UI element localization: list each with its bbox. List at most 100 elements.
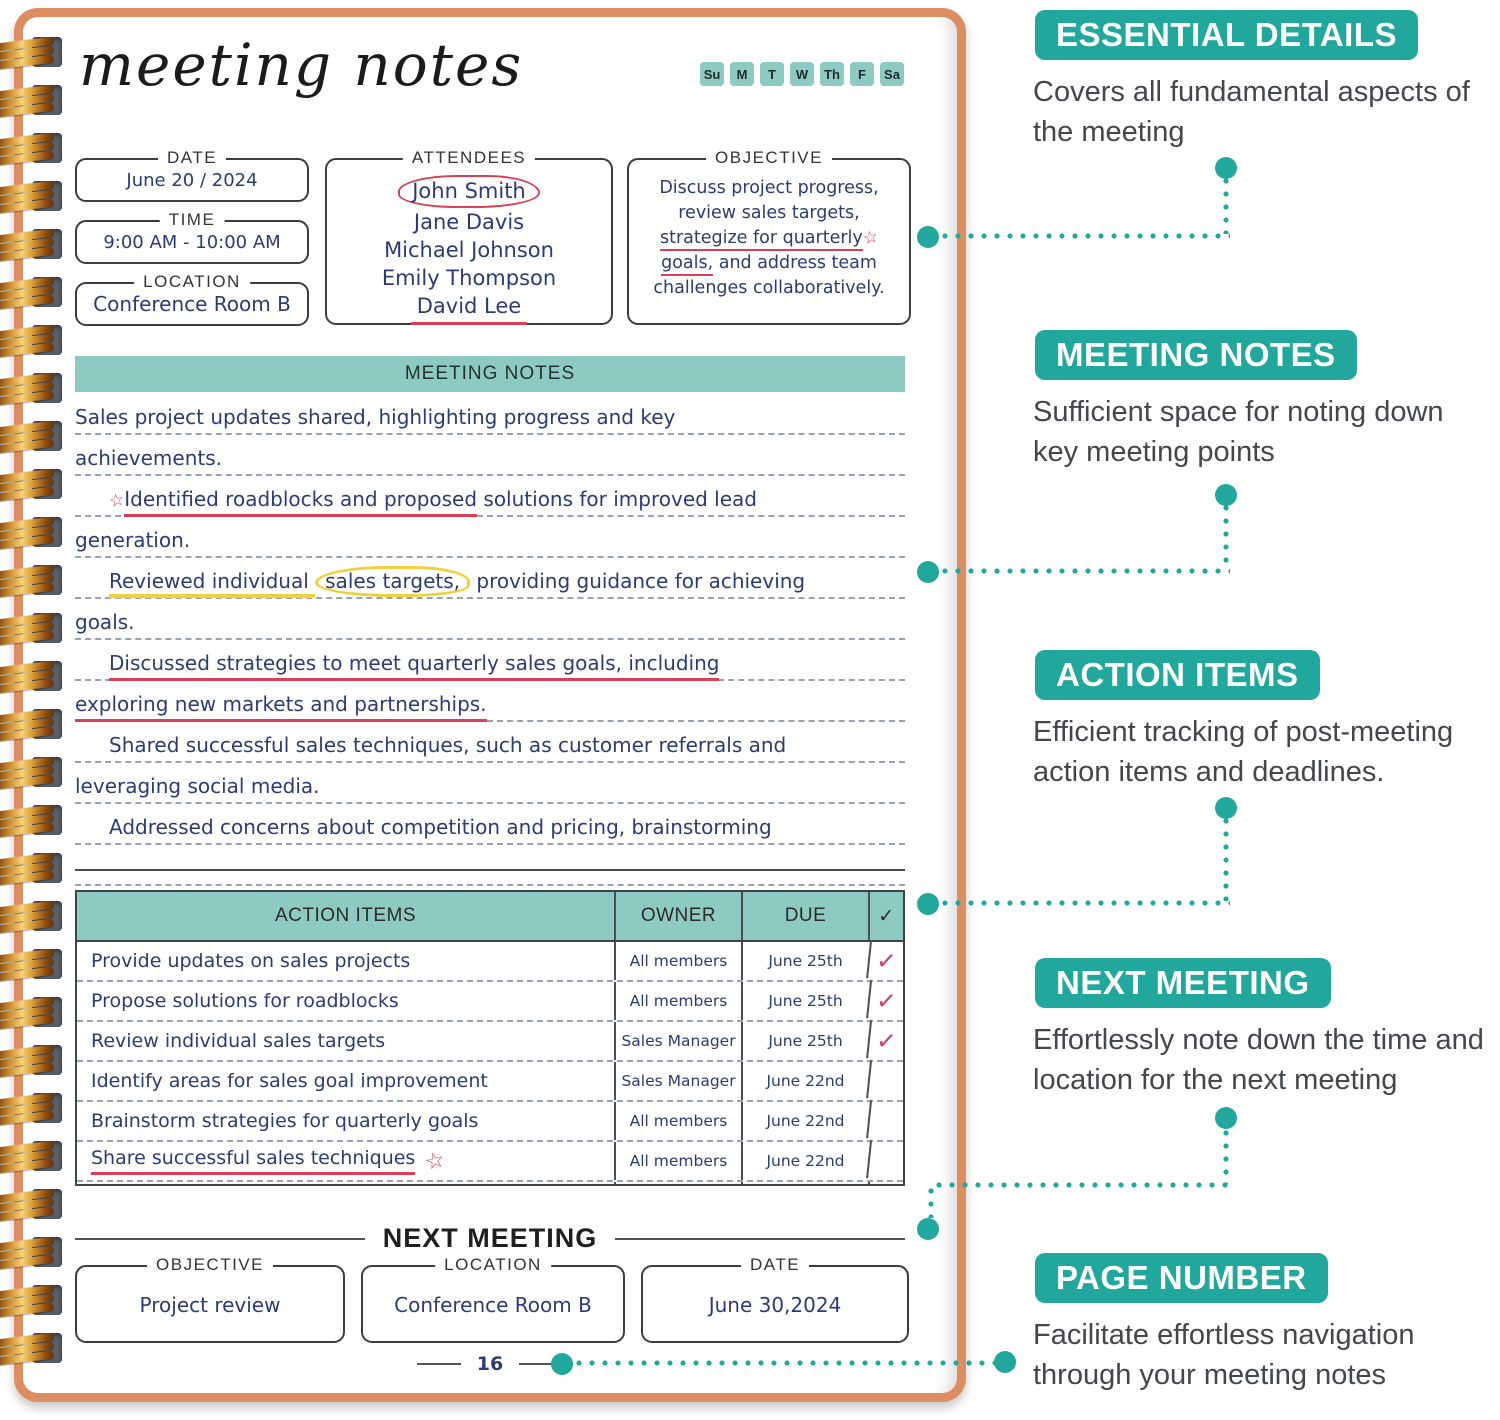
date-label: DATE — [157, 148, 227, 168]
header-due: DUE — [741, 892, 868, 940]
empty-cell — [868, 1182, 903, 1184]
objective-segment: Discuss project progress, review sales t… — [659, 178, 879, 223]
note-line: Shared successful sales techniques, such… — [75, 722, 905, 763]
spiral-binding-ring — [0, 564, 64, 600]
note-line: exploring new markets and partnerships. — [75, 681, 905, 722]
annotation-badge-next-meeting: NEXT MEETING — [1035, 958, 1331, 1008]
action-row: Brainstorm strategies for quarterly goal… — [77, 1100, 905, 1142]
red-star-doodle-icon: ☆ — [422, 1146, 448, 1176]
next-objective-label: OBJECTIVE — [147, 1255, 273, 1275]
meeting-notes-area: Sales project updates shared, highlighti… — [75, 394, 905, 886]
spiral-binding-ring — [0, 996, 64, 1032]
connector-line — [942, 568, 1230, 574]
note-line: generation. — [75, 517, 905, 558]
checkmark-icon: ✓ — [866, 940, 905, 982]
spiral-binding-ring — [0, 516, 64, 552]
location-value: Conference Room B — [93, 292, 291, 316]
owner-cell: All members — [614, 1142, 741, 1180]
annotation-desc-page-number: Facilitate effortless navigation through… — [1033, 1319, 1415, 1391]
annotation-desc-essential-details: Covers all fundamental aspects of the me… — [1033, 76, 1470, 148]
due-cell: June 25th — [741, 942, 868, 980]
objective-text: Discuss project progress, review sales t… — [637, 176, 901, 301]
weekday-chip: Sa — [880, 62, 904, 86]
annotation-badge-essential-details: ESSENTIAL DETAILS — [1035, 10, 1418, 60]
action-items-table: ACTION ITEMS OWNER DUE ✓ Provide updates… — [75, 890, 905, 1186]
note-text: generation. — [75, 528, 191, 552]
objective-red-underline: goals, — [661, 253, 714, 276]
note-red-underline: exploring new markets and partnerships. — [75, 692, 487, 722]
connector-dot — [551, 1353, 573, 1375]
next-date-value: June 30,2024 — [708, 1293, 842, 1317]
note-yellow-circle: sales targets, — [315, 566, 471, 597]
action-row: Review individual sales targets Sales Ma… — [77, 1020, 905, 1062]
connector-line — [936, 1182, 1230, 1188]
table-filler-row — [77, 1182, 903, 1184]
connector-line — [942, 233, 1230, 239]
note-red-underline: Identified roadblocks and proposed — [124, 487, 478, 517]
weekday-chip: W — [790, 62, 814, 86]
attendee-name: Emily Thompson — [381, 266, 557, 290]
spiral-binding-ring — [0, 1044, 64, 1080]
time-label: TIME — [159, 210, 225, 230]
connector-dot — [917, 561, 939, 583]
spiral-binding-ring — [0, 228, 64, 264]
spiral-binding-ring — [0, 276, 64, 312]
annotation-badge-page-number: PAGE NUMBER — [1035, 1253, 1328, 1303]
due-cell: June 22nd — [741, 1142, 868, 1180]
spiral-binding-ring — [0, 756, 64, 792]
header-owner: OWNER — [614, 892, 741, 940]
connector-line — [942, 900, 1230, 906]
objective-label: OBJECTIVE — [706, 148, 832, 168]
connector-dot — [1215, 484, 1237, 506]
task-cell: Review individual sales targets — [91, 1030, 386, 1052]
checkmark-icon — [866, 1140, 905, 1182]
due-cell: June 25th — [741, 982, 868, 1020]
spiral-binding-ring — [0, 708, 64, 744]
attendees-label: ATTENDEES — [402, 148, 536, 168]
note-text: providing guidance for achieving — [470, 569, 806, 593]
next-meeting-header: NEXT MEETING — [75, 1223, 905, 1254]
annotation-badge-meeting-notes: MEETING NOTES — [1035, 330, 1357, 380]
notebook-script-title: meeting notes — [79, 31, 524, 99]
task-cell: Brainstorm strategies for quarterly goal… — [91, 1110, 479, 1132]
connector-line — [1223, 505, 1229, 569]
annotation-desc-meeting-notes: Sufficient space for noting down key mee… — [1033, 396, 1444, 468]
header-action-items: ACTION ITEMS — [274, 905, 417, 926]
spiral-binding-ring — [0, 36, 64, 72]
owner-cell: Sales Manager — [614, 1062, 741, 1100]
checkmark-icon: ✓ — [866, 980, 905, 1022]
notebook-page: meeting notes Su M T W Th F Sa DATE June… — [14, 8, 966, 1402]
spiral-binding-ring — [0, 1188, 64, 1224]
meeting-notes-header: MEETING NOTES — [75, 356, 905, 392]
annotation-desc-action-items: Efficient tracking of post-meeting actio… — [1033, 716, 1454, 788]
spiral-binding-ring — [0, 372, 64, 408]
connector-line — [1223, 818, 1229, 901]
empty-cell — [77, 1182, 614, 1184]
next-date-label: DATE — [740, 1255, 810, 1275]
note-text: leveraging social media. — [75, 774, 320, 798]
owner-cell: Sales Manager — [614, 1022, 741, 1060]
spiral-binding-ring — [0, 1092, 64, 1128]
spiral-binding-ring — [0, 180, 64, 216]
due-cell: June 22nd — [741, 1102, 868, 1140]
note-line: goals. — [75, 599, 905, 640]
next-location-value: Conference Room B — [394, 1293, 592, 1317]
connector-line — [1223, 1130, 1229, 1184]
connector-dot — [917, 226, 939, 248]
attendee-name-underlined: David Lee — [410, 292, 528, 325]
next-objective-box: OBJECTIVE Project review — [75, 1255, 345, 1343]
connector-dot — [1215, 1107, 1237, 1129]
spiral-binding-ring — [0, 420, 64, 456]
spiral-binding-ring — [0, 1284, 64, 1320]
spiral-binding-ring — [0, 468, 64, 504]
time-box: TIME 9:00 AM - 10:00 AM — [75, 210, 309, 264]
note-line: ☆Identified roadblocks and proposed solu… — [75, 476, 905, 517]
location-box: LOCATION Conference Room B — [75, 272, 309, 326]
weekday-chip: T — [760, 62, 784, 86]
weekday-chip: F — [850, 62, 874, 86]
action-row: Share successful sales techniques ☆ All m… — [77, 1140, 905, 1182]
weekday-chip: Th — [820, 62, 844, 86]
annotation-badge-action-items: ACTION ITEMS — [1035, 650, 1320, 700]
weekday-chip: Su — [700, 62, 724, 86]
task-red-underline: Share successful sales techniques — [91, 1147, 416, 1175]
